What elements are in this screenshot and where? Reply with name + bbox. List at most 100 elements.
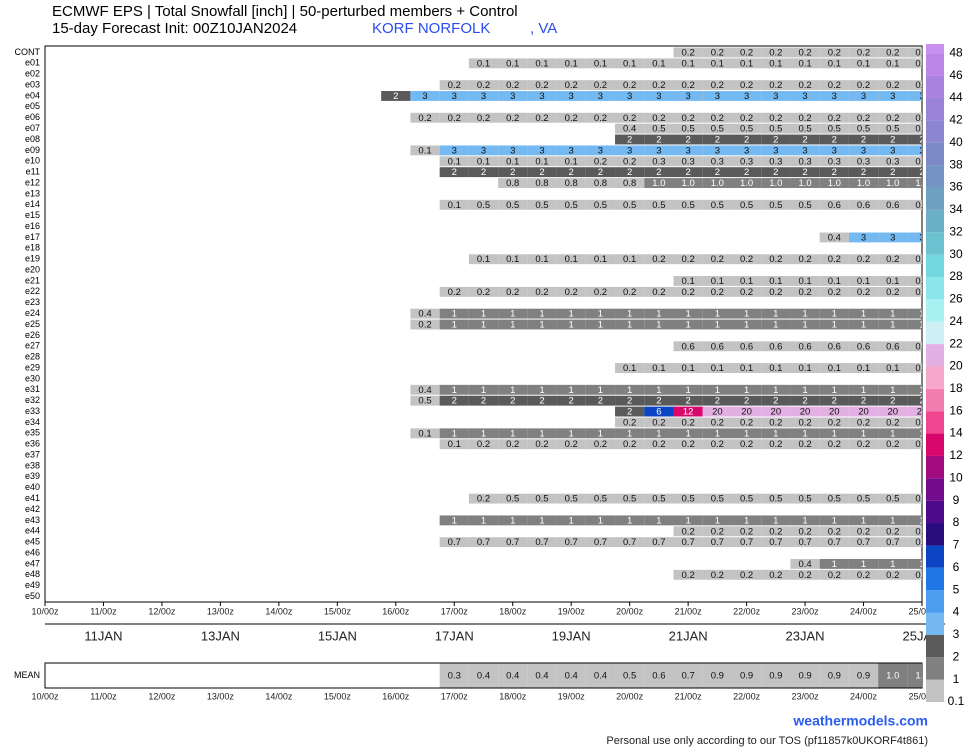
cell — [644, 199, 674, 210]
cell — [527, 178, 557, 188]
cell-label: 3 — [569, 91, 574, 102]
cell — [761, 178, 791, 188]
cell — [819, 286, 849, 297]
cell-label: 0.3 — [857, 156, 870, 167]
cell — [644, 91, 674, 101]
cell-label: 0.1 — [915, 58, 928, 69]
cell-label: 2 — [802, 135, 807, 146]
cell — [498, 663, 528, 688]
cell — [790, 156, 820, 167]
cell — [673, 428, 703, 439]
member-label: CONT — [15, 47, 41, 57]
cell-label: 1 — [919, 320, 924, 331]
cell-label: 0.2 — [535, 113, 548, 124]
cell — [761, 80, 791, 91]
cell-label: 0.2 — [828, 417, 841, 428]
colorbar-band — [926, 455, 944, 479]
cell-label: 1 — [890, 515, 895, 526]
cell-label: 0.2 — [857, 254, 870, 265]
cell-label: 1 — [861, 320, 866, 331]
brand[interactable]: weathermodels.com — [792, 713, 928, 729]
cell-label: 20 — [800, 407, 811, 418]
member-label: e33 — [25, 406, 40, 416]
cell-label: 1 — [598, 515, 603, 526]
cell-label: 0.4 — [535, 671, 548, 682]
cell — [848, 254, 879, 265]
cell — [556, 112, 586, 123]
cell — [702, 439, 732, 450]
cell-label: 0.2 — [798, 80, 811, 91]
x-tick-label: 24/00z — [850, 606, 878, 616]
cell-label: 0.1 — [915, 363, 928, 374]
cell-label: 0.2 — [448, 287, 461, 298]
cell — [819, 417, 849, 428]
cell-label: 3 — [890, 145, 895, 156]
cell-label: 0.5 — [886, 124, 899, 135]
cell-label: 0.7 — [477, 537, 490, 548]
cell-label: 3 — [481, 91, 486, 102]
cell-label: 0.2 — [711, 47, 724, 58]
cell — [907, 663, 922, 688]
cell — [761, 537, 791, 548]
cell-label: 0.2 — [506, 439, 519, 450]
cell-label: 0.1 — [652, 58, 665, 69]
cell — [439, 199, 469, 210]
cell-label: 0.1 — [828, 276, 841, 287]
cell — [790, 134, 820, 145]
cell — [790, 199, 820, 210]
cell — [468, 91, 499, 101]
cell-label: 0.1 — [448, 200, 461, 211]
cell — [731, 439, 762, 450]
colorbar-band — [926, 590, 944, 613]
cell-label: 0.6 — [857, 200, 870, 211]
cell-label: 0.1 — [886, 363, 899, 374]
colorbar-band — [926, 433, 944, 456]
cell-label: 1 — [569, 515, 574, 526]
cell-label: 0.5 — [857, 494, 870, 505]
cell-label: 1 — [744, 385, 749, 396]
date-label: 17JAN — [435, 628, 474, 643]
cell — [468, 428, 499, 439]
cell — [878, 276, 908, 286]
cell — [878, 395, 908, 406]
cell-label: 1 — [685, 428, 690, 439]
cell-label: 0.2 — [828, 113, 841, 124]
cell — [819, 363, 849, 373]
cell — [819, 537, 849, 548]
cell — [556, 91, 586, 101]
member-label: e34 — [25, 417, 40, 427]
cell-label: 0.2 — [740, 254, 753, 265]
cell-label: 1 — [539, 515, 544, 526]
cell — [439, 428, 469, 439]
cell-label: 0.7 — [565, 537, 578, 548]
cell — [585, 439, 616, 450]
cell — [731, 406, 762, 417]
cell-label: 0.2 — [769, 80, 782, 91]
cell — [761, 663, 791, 688]
cell — [673, 156, 703, 167]
cell-label: 0.2 — [623, 156, 636, 167]
cell-label: 0.2 — [915, 417, 928, 428]
cell-label: 0.5 — [652, 494, 665, 505]
member-label: e29 — [25, 362, 40, 372]
cell — [790, 276, 820, 286]
member-label: e02 — [25, 69, 40, 79]
cell — [673, 91, 703, 101]
colorbar-band — [926, 187, 944, 210]
cell-label: 0.2 — [682, 113, 695, 124]
cell-label: 2 — [656, 396, 661, 407]
cell — [468, 254, 499, 265]
cell-label: 1 — [832, 428, 837, 439]
cell — [702, 47, 732, 58]
cell — [878, 439, 908, 450]
cell — [878, 493, 908, 504]
mean-x-tick-label: 15/00z — [324, 691, 352, 701]
cell-label: 0.6 — [915, 341, 928, 352]
cell-label: 0.3 — [740, 156, 753, 167]
cell — [468, 80, 499, 91]
cell — [848, 276, 879, 286]
cell — [878, 341, 908, 352]
colorbar-label: 16 — [949, 403, 963, 417]
cell-label: 0.1 — [682, 276, 695, 287]
cell — [585, 428, 616, 439]
